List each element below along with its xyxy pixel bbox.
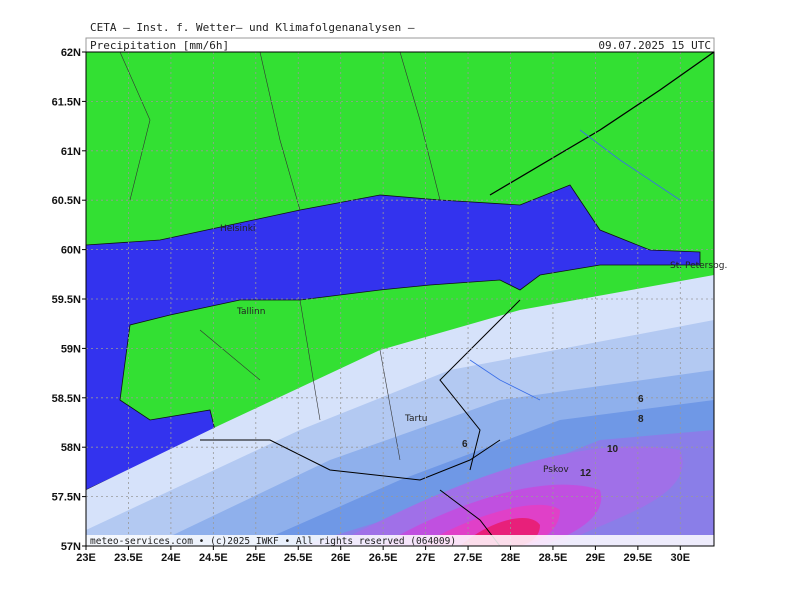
lon-tick-label: 25E	[246, 552, 266, 564]
lat-tick-label: 58N	[61, 442, 81, 454]
lon-tick-label: 26.5E	[369, 552, 398, 564]
lat-tick-label: 58.5N	[52, 393, 81, 405]
contour-label: 8	[638, 414, 644, 425]
lon-tick-label: 28.5E	[539, 552, 568, 564]
lat-tick-label: 62N	[61, 47, 81, 59]
lat-tick-label: 60N	[61, 245, 81, 257]
lon-tick-label: 28E	[501, 552, 521, 564]
place-label: Helsinki	[220, 224, 255, 234]
lat-tick-label: 59N	[61, 343, 81, 355]
place-label: Tartu	[404, 414, 427, 424]
contour-label: 6	[462, 439, 468, 450]
lon-tick-label: 25.5E	[284, 552, 313, 564]
place-label: St. Petersbg.	[670, 261, 727, 271]
field-name: Precipitation [mm/6h]	[90, 39, 229, 52]
map-area: meteo-services.com • (c)2025 IWKF • All …	[86, 52, 714, 547]
lon-tick-label: 29.5E	[623, 552, 652, 564]
contour-label: 10	[607, 444, 619, 455]
contour-label: 12	[580, 468, 592, 479]
lon-tick-label: 24E	[161, 552, 181, 564]
contour-label: 6	[638, 394, 644, 405]
lon-tick-label: 27E	[416, 552, 436, 564]
lat-tick-label: 59.5N	[52, 294, 81, 306]
lon-tick-label: 29E	[586, 552, 606, 564]
lon-tick-label: 23E	[76, 552, 96, 564]
lat-tick-label: 61.5N	[52, 96, 81, 108]
lon-tick-label: 24.5E	[199, 552, 228, 564]
lat-tick-label: 57.5N	[52, 492, 81, 504]
institute: CETA — Inst. f. Wetter— und Klimafolgena…	[90, 21, 415, 34]
lon-tick-label: 26E	[331, 552, 351, 564]
lon-tick-label: 30E	[671, 552, 691, 564]
lon-tick-label: 27.5E	[454, 552, 483, 564]
lat-tick-label: 57N	[61, 541, 81, 553]
lat-tick-label: 61N	[61, 146, 81, 158]
footer: meteo-services.com • (c)2025 IWKF • All …	[90, 536, 456, 547]
valid-time: 09.07.2025 15 UTC	[598, 39, 711, 52]
lon-tick-label: 23.5E	[114, 552, 143, 564]
place-label: Tallinn	[236, 307, 265, 317]
lat-tick-label: 60.5N	[52, 195, 81, 207]
place-label: Pskov	[543, 465, 569, 475]
